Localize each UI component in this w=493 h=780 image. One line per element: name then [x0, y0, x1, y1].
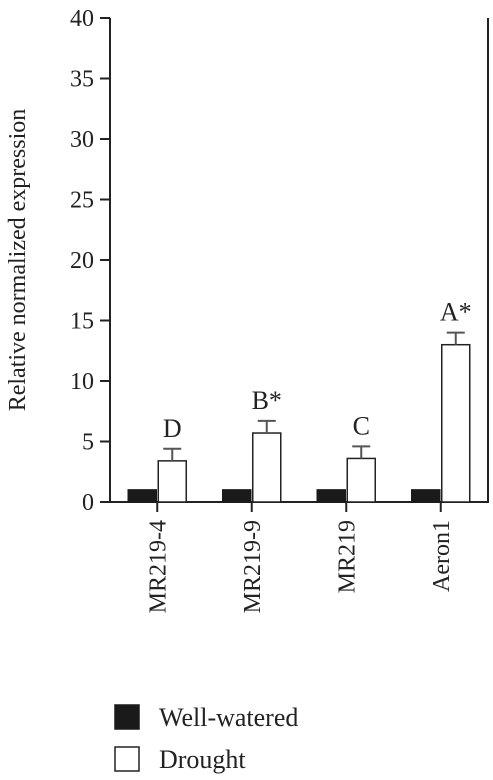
x-tick-label: Aeron1: [429, 520, 455, 592]
significance-annotations: D B* C A*: [163, 298, 472, 443]
bar-drought: [252, 432, 282, 503]
x-tick-label: MR219: [334, 520, 360, 593]
legend-swatch-drought: [114, 746, 140, 772]
bar-drought: [157, 460, 187, 503]
legend: Well-watered Drought: [114, 703, 298, 774]
bar-drought: [346, 457, 376, 503]
bar-well-watered: [316, 489, 346, 503]
y-tick-label: 10: [70, 369, 94, 395]
y-axis-title: Relative normalized expression: [5, 109, 31, 412]
legend-swatch-well-watered: [114, 704, 140, 730]
x-axis: MR219-4 MR219-9 MR219 Aeron1: [145, 502, 455, 613]
y-tick-label: 0: [82, 490, 94, 516]
bar-well-watered: [127, 489, 157, 503]
x-tick-label: MR219-4: [145, 520, 171, 613]
y-tick-label: 30: [70, 127, 94, 153]
y-tick-label: 35: [70, 67, 94, 93]
y-tick-label: 25: [70, 188, 94, 214]
y-axis: 0 5 10 15 20 25 30 35 40: [70, 6, 489, 516]
significance-label: D: [163, 414, 182, 443]
significance-label: C: [353, 411, 370, 440]
bar-well-watered: [222, 489, 252, 503]
significance-label: B*: [252, 386, 282, 415]
significance-label: A*: [440, 298, 472, 327]
x-tick-label: MR219-9: [240, 520, 266, 613]
bars: [127, 331, 471, 503]
bar-well-watered: [411, 489, 441, 503]
y-tick-label: 40: [70, 6, 94, 32]
y-tick-label: 15: [70, 309, 94, 335]
legend-label-drought: Drought: [159, 745, 246, 774]
y-tick-label: 20: [70, 248, 94, 274]
legend-label-well-watered: Well-watered: [159, 703, 298, 732]
bar-drought: [441, 343, 471, 503]
y-tick-label: 5: [82, 430, 94, 456]
